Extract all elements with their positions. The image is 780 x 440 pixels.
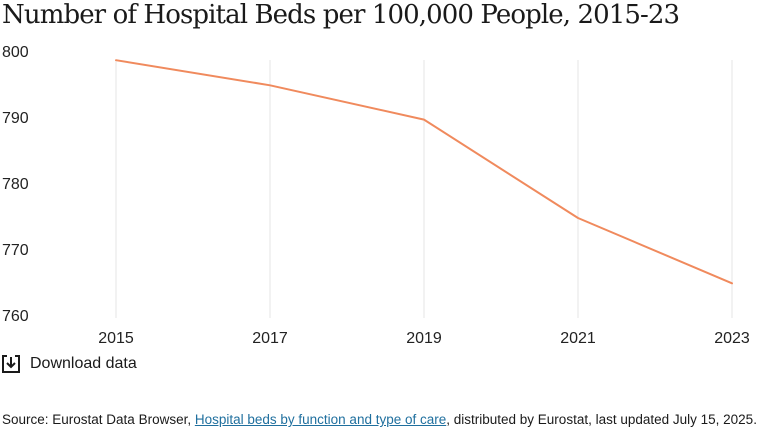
source-prefix: Source: Eurostat Data Browser,: [2, 412, 195, 427]
y-tick-label: 780: [2, 176, 29, 193]
y-tick-label: 790: [2, 110, 29, 127]
x-tick-label: 2015: [98, 330, 134, 347]
line-chart: 800 790 780 770 760 2015 2017 2019 2021 2023: [2, 44, 750, 347]
download-icon: [2, 355, 20, 373]
series-line: [115, 59, 733, 285]
y-tick-label: 760: [2, 308, 29, 325]
download-data-button[interactable]: Download data: [0, 353, 137, 375]
source-link[interactable]: Hospital beds by function and type of ca…: [194, 412, 447, 427]
x-axis-tick-labels: 2015 2017 2019 2021 2023: [98, 330, 750, 347]
x-tick-label: 2023: [714, 330, 750, 347]
x-tick-label: 2017: [252, 330, 288, 347]
source-suffix: , distributed by Eurostat, last updated …: [446, 412, 757, 427]
x-tick-label: 2021: [560, 330, 596, 347]
x-tick-label: 2019: [406, 330, 442, 347]
chart-title: Number of Hospital Beds per 100,000 Peop…: [2, 0, 680, 30]
y-axis-tick-labels: 800 790 780 770 760: [2, 44, 29, 325]
y-tick-label: 770: [2, 242, 29, 259]
vertical-gridlines: [115, 60, 733, 318]
series-group: [115, 59, 733, 285]
y-tick-label: 800: [2, 44, 29, 61]
source-note: Source: Eurostat Data Browser, Hospital …: [2, 412, 757, 427]
download-data-label: Download data: [30, 355, 137, 372]
